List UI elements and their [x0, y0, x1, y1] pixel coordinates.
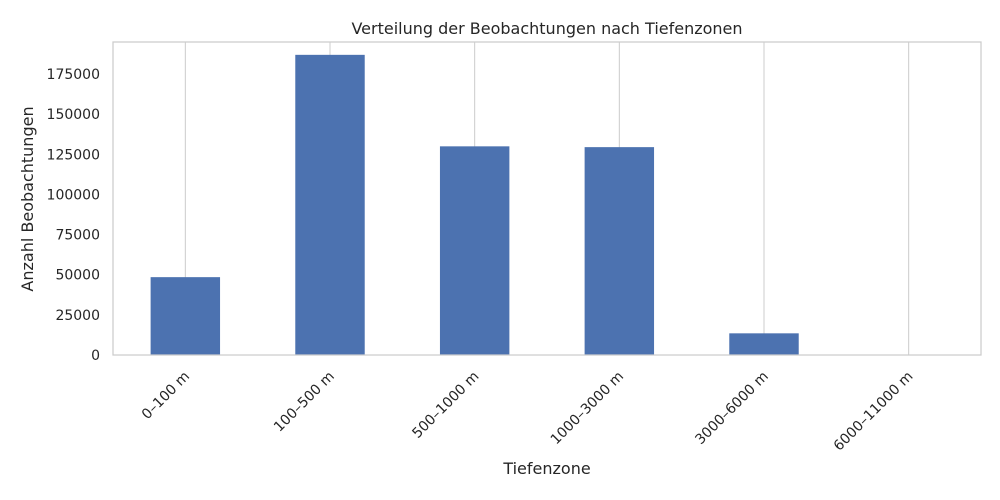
bar — [150, 277, 221, 355]
bars-layer — [150, 54, 799, 355]
y-tick-label: 100000 — [47, 187, 100, 203]
y-tick-label: 125000 — [47, 147, 100, 163]
x-tick-label: 0–100 m — [139, 369, 193, 423]
y-axis-label: Anzahl Beobachtungen — [18, 106, 37, 291]
y-tick-labels: 0 25000 50000 75000 100000 125000 150000 175000 — [47, 67, 100, 364]
x-axis-label: Tiefenzone — [502, 459, 590, 478]
x-tick-label: 3000–6000 m — [692, 369, 771, 448]
y-tick-label: 75000 — [55, 228, 100, 244]
plot-frame — [112, 41, 982, 356]
bar — [295, 54, 365, 355]
x-tick-label: 100–500 m — [271, 369, 338, 436]
bar — [729, 333, 799, 355]
x-tick-label: 500–1000 m — [409, 369, 482, 442]
bar — [439, 146, 510, 355]
y-tick-label: 150000 — [47, 107, 100, 123]
x-tick-labels: 0–100 m 100–500 m 500–1000 m 1000–3000 m 300… — [139, 369, 917, 455]
y-tick-label: 25000 — [55, 308, 100, 324]
y-tick-label: 175000 — [47, 67, 100, 83]
x-tick-label: 6000–11000 m — [831, 369, 917, 455]
bar — [584, 147, 655, 355]
x-tick-label: 1000–3000 m — [548, 369, 627, 448]
y-tick-label: 0 — [91, 348, 100, 364]
grid-layer — [184, 42, 910, 355]
y-tick-label: 50000 — [55, 268, 100, 284]
chart-title: Verteilung der Beobachtungen nach Tiefen… — [351, 19, 742, 38]
